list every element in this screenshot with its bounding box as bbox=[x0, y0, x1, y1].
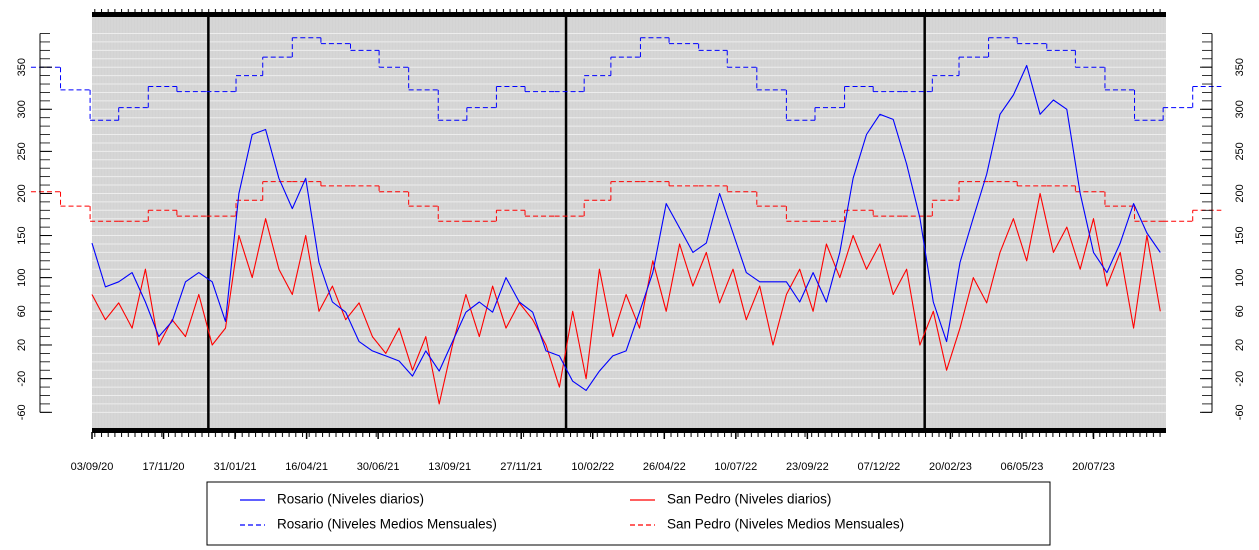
daily-line bbox=[91, 64, 1161, 391]
x-tick-label: 13/09/21 bbox=[428, 461, 471, 473]
x-tick-label: 06/05/23 bbox=[1001, 461, 1044, 473]
y-tick-label: 100 bbox=[16, 268, 28, 286]
y-tick-label: 100 bbox=[1234, 268, 1246, 286]
y-tick-label: 250 bbox=[1234, 142, 1246, 160]
x-tick-label: 30/06/21 bbox=[357, 461, 400, 473]
top-axis-ticks bbox=[92, 9, 1166, 13]
y-tick-label: 60 bbox=[16, 305, 28, 317]
legend-label: Rosario (Niveles diarios) bbox=[277, 492, 424, 507]
legend-label: San Pedro (Niveles Medios Mensuales) bbox=[667, 517, 904, 532]
x-tick-label: 17/11/20 bbox=[143, 461, 185, 473]
y-tick-label: -20 bbox=[1234, 371, 1246, 387]
y-tick-label: 350 bbox=[1234, 58, 1246, 76]
vertical-grid bbox=[92, 15, 1166, 430]
y-tick-label: 20 bbox=[16, 339, 28, 351]
grid bbox=[92, 33, 1166, 413]
y-tick-label: 200 bbox=[16, 184, 28, 202]
y-tick-label: 20 bbox=[1234, 339, 1246, 351]
x-tick-label: 16/04/21 bbox=[285, 461, 328, 473]
y-tick-label: 250 bbox=[16, 142, 28, 160]
axes: -60 -60 -20 -20 20 20 60 60 100 100 150 150 200 200 25… bbox=[16, 33, 1246, 473]
y-tick-label: 60 bbox=[1234, 305, 1246, 317]
x-tick-label: 27/11/21 bbox=[500, 461, 542, 473]
y-tick-label: 300 bbox=[1234, 100, 1246, 118]
y-tick-label: 350 bbox=[16, 58, 28, 76]
bottom-axis bbox=[92, 428, 1166, 433]
y-tick-label: 150 bbox=[16, 226, 28, 244]
bottom-axis-ticks bbox=[92, 432, 1166, 437]
legend bbox=[206, 481, 1051, 546]
y-tick-label: 200 bbox=[1234, 184, 1246, 202]
x-tick-label: 20/07/23 bbox=[1072, 461, 1115, 473]
y-tick-label: -60 bbox=[1234, 404, 1246, 420]
marks bbox=[30, 15, 1222, 430]
top-axis bbox=[92, 12, 1166, 17]
x-tick-label: 20/02/23 bbox=[929, 461, 972, 473]
x-tick-label: 31/01/21 bbox=[214, 461, 257, 473]
legend-label: San Pedro (Niveles diarios) bbox=[667, 492, 831, 507]
y-tick-label: -20 bbox=[16, 371, 28, 387]
x-tick-label: 10/07/22 bbox=[714, 461, 757, 473]
x-tick-label: 03/09/20 bbox=[71, 461, 114, 473]
daily-line bbox=[91, 192, 1161, 405]
x-tick-label: 23/09/22 bbox=[786, 461, 829, 473]
legend-label: Rosario (Niveles Medios Mensuales) bbox=[277, 517, 497, 532]
x-tick-label: 26/04/22 bbox=[643, 461, 686, 473]
x-tick-label: 10/02/22 bbox=[571, 461, 614, 473]
y-tick-label: 150 bbox=[1234, 226, 1246, 244]
x-tick-label: 07/12/22 bbox=[857, 461, 900, 473]
y-tick-label: -60 bbox=[16, 404, 28, 420]
y-tick-label: 300 bbox=[16, 100, 28, 118]
legend-items: Rosario (Niveles diarios) Rosario (Nivele… bbox=[240, 492, 904, 532]
